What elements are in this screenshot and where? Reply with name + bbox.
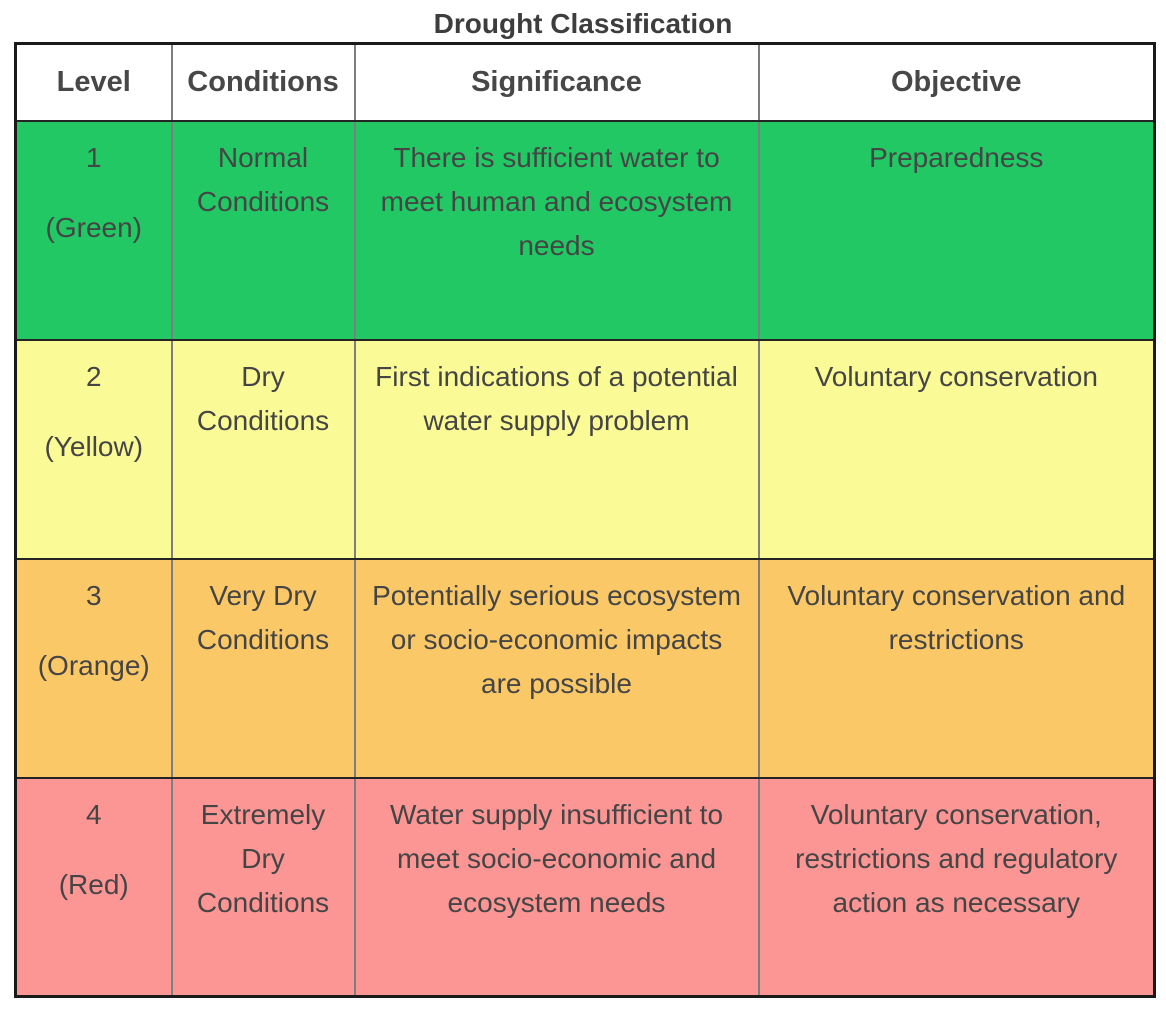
level-cell: 1 (Green) [14,119,173,341]
significance-cell: Water supply insufficient to meet socio-… [353,776,760,998]
level-color-label: (Yellow) [44,430,144,462]
objective-cell: Voluntary conservation, restrictions and… [757,776,1156,998]
level-number: 3 [85,579,102,611]
conditions-cell: Extremely Dry Conditions [170,776,356,998]
level-number: 1 [85,141,102,173]
column-header-significance: Significance [353,42,760,122]
table-row-red: 4 (Red) Extremely Dry Conditions Water s… [14,776,1156,998]
level-cell: 4 (Red) [14,776,173,998]
column-header-level: Level [14,42,173,122]
page-title: Drought Classification [433,8,733,39]
drought-classification-table: Level Conditions Significance Objective … [14,42,1156,998]
objective-cell: Voluntary conservation and restrictions [757,557,1156,779]
level-color-label: (Red) [58,868,129,900]
level-number: 2 [85,360,102,392]
header-row: Level Conditions Significance Objective [14,42,1156,122]
conditions-cell: Very Dry Conditions [170,557,356,779]
level-cell: 3 (Orange) [14,557,173,779]
conditions-cell: Normal Conditions [170,119,356,341]
level-color-label: (Green) [45,211,142,243]
significance-cell: Potentially serious ecosystem or socio-e… [353,557,760,779]
table-row-orange: 3 (Orange) Very Dry Conditions Potential… [14,557,1156,779]
level-color-label: (Orange) [37,649,150,681]
significance-cell: First indications of a potential water s… [353,338,760,560]
objective-cell: Voluntary conservation [757,338,1156,560]
column-header-objective: Objective [757,42,1156,122]
significance-cell: There is sufficient water to meet human … [353,119,760,341]
level-cell: 2 (Yellow) [14,338,173,560]
level-number: 4 [85,798,102,830]
column-header-conditions: Conditions [170,42,356,122]
conditions-cell: Dry Conditions [170,338,356,560]
table-row-yellow: 2 (Yellow) Dry Conditions First indicati… [14,338,1156,560]
table-row-green: 1 (Green) Normal Conditions There is suf… [14,119,1156,341]
objective-cell: Preparedness [757,119,1156,341]
